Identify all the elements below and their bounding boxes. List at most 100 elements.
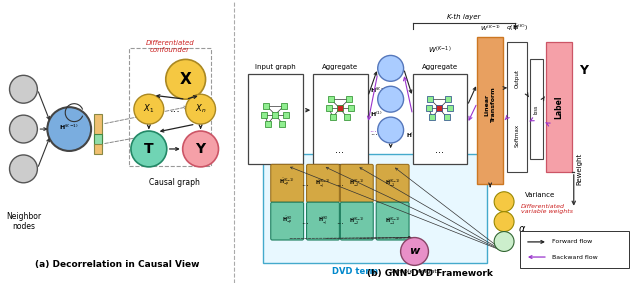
Text: Differentiated
variable weights: Differentiated variable weights [521,204,573,214]
Text: $\mathbf{H}^{(K\!-\!1)}$: $\mathbf{H}^{(K\!-\!1)}$ [406,130,424,140]
Bar [263,103,269,109]
Text: ...: ... [301,217,309,225]
FancyBboxPatch shape [530,59,543,159]
Text: (a) Decorrelation in Causal View: (a) Decorrelation in Causal View [35,260,199,270]
Text: Sample weights: Sample weights [390,270,440,274]
Bar [348,105,354,111]
FancyBboxPatch shape [248,74,303,164]
Circle shape [378,117,404,143]
Circle shape [10,155,37,183]
Bar [328,97,334,103]
Circle shape [494,212,514,231]
Bar [436,105,442,111]
Circle shape [10,75,37,103]
Circle shape [186,94,216,124]
FancyBboxPatch shape [271,202,303,240]
Text: Linear
Transform: Linear Transform [484,87,495,123]
Text: Differentiated
confounder: Differentiated confounder [145,41,194,53]
Text: Backward flow: Backward flow [552,254,598,260]
Text: ...: ... [301,179,309,188]
Text: ...: ... [336,179,344,188]
Circle shape [131,131,167,167]
Text: Variance: Variance [525,192,556,198]
FancyBboxPatch shape [307,164,339,202]
Text: $W^{(K\!-\!1)}$: $W^{(K\!-\!1)}$ [479,23,500,33]
Bar [445,97,451,103]
Text: Label: Label [554,95,563,119]
FancyBboxPatch shape [94,144,102,154]
Text: $\alpha$: $\alpha$ [518,224,526,233]
FancyBboxPatch shape [520,231,630,268]
Text: $\tilde{\mathbf{H}}_{-p}^{(K\!-\!1)}$: $\tilde{\mathbf{H}}_{-p}^{(K\!-\!1)}$ [279,177,295,189]
Text: ...: ... [387,116,395,125]
Text: $X_n$: $X_n$ [195,103,206,115]
Bar [280,121,285,127]
Text: Y: Y [579,64,588,78]
Text: Aggregate: Aggregate [422,64,458,70]
Text: ...: ... [370,128,378,137]
Text: Input graph: Input graph [255,64,296,70]
Bar [281,103,287,109]
Text: Neighbor
nodes: Neighbor nodes [6,212,41,231]
Text: K-th layer: K-th layer [447,14,481,20]
Bar [262,112,268,118]
Text: Forward flow: Forward flow [552,239,592,245]
Text: $\tilde{\mathbf{H}}_{-j}^{(K)}$: $\tilde{\mathbf{H}}_{-j}^{(K)}$ [317,215,328,227]
Text: $\tilde{\mathbf{H}}_{-2}^{(K\!-\!1)}$: $\tilde{\mathbf{H}}_{-2}^{(K\!-\!1)}$ [349,216,365,227]
FancyBboxPatch shape [94,134,102,146]
Text: $\tilde{\mathbf{H}}_{-j}^{(K\!-\!1)}$: $\tilde{\mathbf{H}}_{-j}^{(K\!-\!1)}$ [315,177,331,190]
Circle shape [494,192,514,212]
Bar [337,105,343,111]
Text: Output: Output [515,69,520,88]
Text: ...: ... [369,125,377,134]
FancyBboxPatch shape [546,43,572,172]
Text: Aggregate: Aggregate [323,64,358,70]
Text: $\mathbf{H}^{(K\!-\!1)}$: $\mathbf{H}^{(K\!-\!1)}$ [370,86,390,95]
Text: T: T [144,142,154,156]
Bar [326,105,332,111]
Text: ...: ... [435,145,444,155]
FancyBboxPatch shape [413,74,467,164]
Text: $\mathbf{H}^{(K\!-\!1)}$: $\mathbf{H}^{(K\!-\!1)}$ [60,122,79,132]
Text: Causal graph: Causal graph [149,178,200,187]
Bar [447,105,453,111]
Circle shape [378,86,404,112]
Text: w: w [410,247,420,256]
Circle shape [10,115,37,143]
Circle shape [378,55,404,81]
Text: (b) GNN-DVD Framework: (b) GNN-DVD Framework [367,269,492,278]
FancyBboxPatch shape [340,164,373,202]
Text: ...: ... [336,217,344,225]
Text: Y: Y [196,142,205,156]
Text: $\tilde{\mathbf{H}}_{-1}^{(K\!-\!1)}$: $\tilde{\mathbf{H}}_{-1}^{(K\!-\!1)}$ [385,178,401,189]
Bar [272,112,278,118]
Bar [344,114,350,120]
Circle shape [494,231,514,251]
Circle shape [134,94,164,124]
Bar [346,97,352,103]
FancyBboxPatch shape [263,154,487,263]
Text: $\tilde{\mathbf{H}}_{-p}^{(K)}$: $\tilde{\mathbf{H}}_{-p}^{(K)}$ [282,215,292,227]
FancyBboxPatch shape [507,43,527,172]
FancyBboxPatch shape [313,74,368,164]
Bar [428,97,433,103]
Text: X: X [180,72,191,87]
Bar [444,114,449,120]
Bar [426,105,431,111]
Text: Softmax: Softmax [515,124,520,147]
Text: $\mathbf{H}^{(1)}$: $\mathbf{H}^{(1)}$ [370,110,383,119]
Circle shape [47,107,91,151]
Bar [283,112,289,118]
Circle shape [401,237,428,265]
Text: $X_1$: $X_1$ [143,103,154,115]
Bar [330,114,336,120]
FancyBboxPatch shape [477,37,503,184]
FancyBboxPatch shape [376,202,409,240]
Text: Reweight: Reweight [577,153,583,185]
Text: loss: loss [534,105,539,114]
FancyBboxPatch shape [94,114,102,142]
FancyBboxPatch shape [376,164,409,202]
Circle shape [182,131,218,167]
FancyBboxPatch shape [307,202,339,240]
Bar [429,114,435,120]
